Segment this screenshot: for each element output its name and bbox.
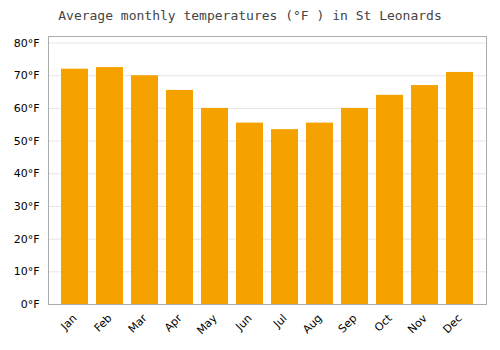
svg-text:30°F: 30°F [14, 200, 40, 213]
svg-text:Aug: Aug [300, 312, 324, 336]
svg-text:0°F: 0°F [21, 298, 40, 311]
svg-text:70°F: 70°F [14, 69, 40, 82]
svg-text:Sep: Sep [336, 312, 360, 336]
svg-text:Oct: Oct [372, 311, 395, 334]
html-text:Average monthly temperatures (: Average monthly temperatures (°F ) in St… [58, 8, 442, 23]
svg-text:Mar: Mar [126, 311, 150, 335]
svg-text:May: May [194, 311, 220, 337]
svg-text:40°F: 40°F [14, 167, 40, 180]
svg-text:Nov: Nov [405, 311, 430, 336]
svg-text:80°F: 80°F [14, 37, 40, 50]
svg-text:Jun: Jun [233, 312, 255, 334]
svg-text:60°F: 60°F [14, 102, 40, 115]
svg-text:50°F: 50°F [14, 135, 40, 148]
svg-text:20°F: 20°F [14, 233, 40, 246]
svg-text:10°F: 10°F [14, 265, 40, 278]
svg-text:Feb: Feb [92, 312, 115, 335]
svg-text:Apr: Apr [162, 311, 185, 334]
svg-text:Jul: Jul [270, 312, 289, 331]
svg-text:Dec: Dec [440, 312, 464, 336]
svg-text:Jan: Jan [58, 312, 80, 334]
